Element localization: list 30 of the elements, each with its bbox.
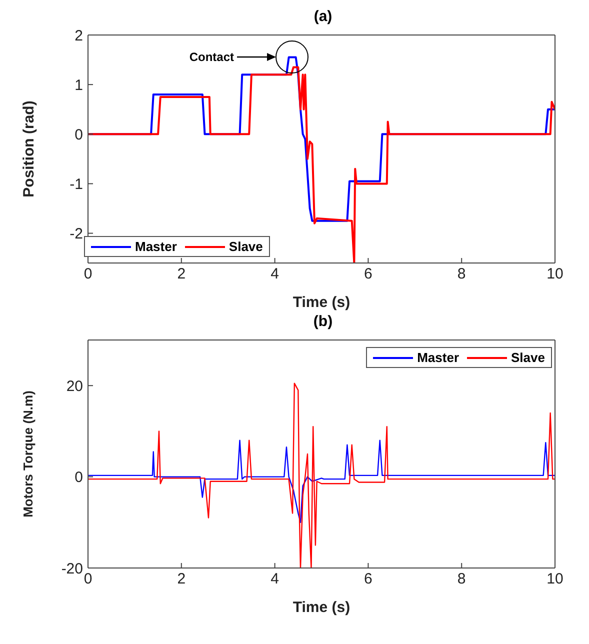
y-tick-label: 0 [74, 126, 83, 144]
x-tick-label: 6 [364, 266, 372, 283]
x-tick-label: 4 [270, 266, 279, 283]
chart-title: (a) [312, 8, 334, 27]
x-tick-label: 2 [177, 570, 186, 588]
y-axis-title: Position (rad) [20, 100, 38, 198]
chart-title: (b) [312, 313, 334, 332]
x-tick-label: 10 [546, 266, 564, 283]
x-tick-label: 8 [457, 266, 466, 283]
x-tick-label: 4 [270, 570, 279, 588]
annotation: Contact [189, 50, 234, 64]
x-axis-title: Time (s) [292, 599, 350, 616]
y-tick-label: 20 [66, 378, 83, 395]
y-tick-label: 0 [74, 469, 83, 486]
x-axis-title: Time (s) [292, 294, 350, 311]
legend-label: Slave [228, 239, 263, 254]
legend-label: Slave [511, 350, 545, 365]
y-tick-label: -20 [61, 560, 83, 578]
x-tick-label: 10 [546, 570, 564, 588]
x-tick-label: 8 [457, 570, 466, 588]
y-axis-title: Motors Torque (N.m) [20, 390, 36, 518]
y-tick-label: 1 [74, 76, 83, 94]
legend-label: Master [135, 239, 177, 254]
y-tick-label: 2 [74, 27, 83, 44]
y-tick-label: -2 [70, 226, 83, 243]
line-series [88, 440, 555, 523]
x-tick-label: 6 [364, 570, 372, 588]
y-tick-label: -1 [70, 176, 83, 194]
legend-label: Master [417, 350, 460, 365]
x-tick-label: 2 [177, 266, 186, 283]
